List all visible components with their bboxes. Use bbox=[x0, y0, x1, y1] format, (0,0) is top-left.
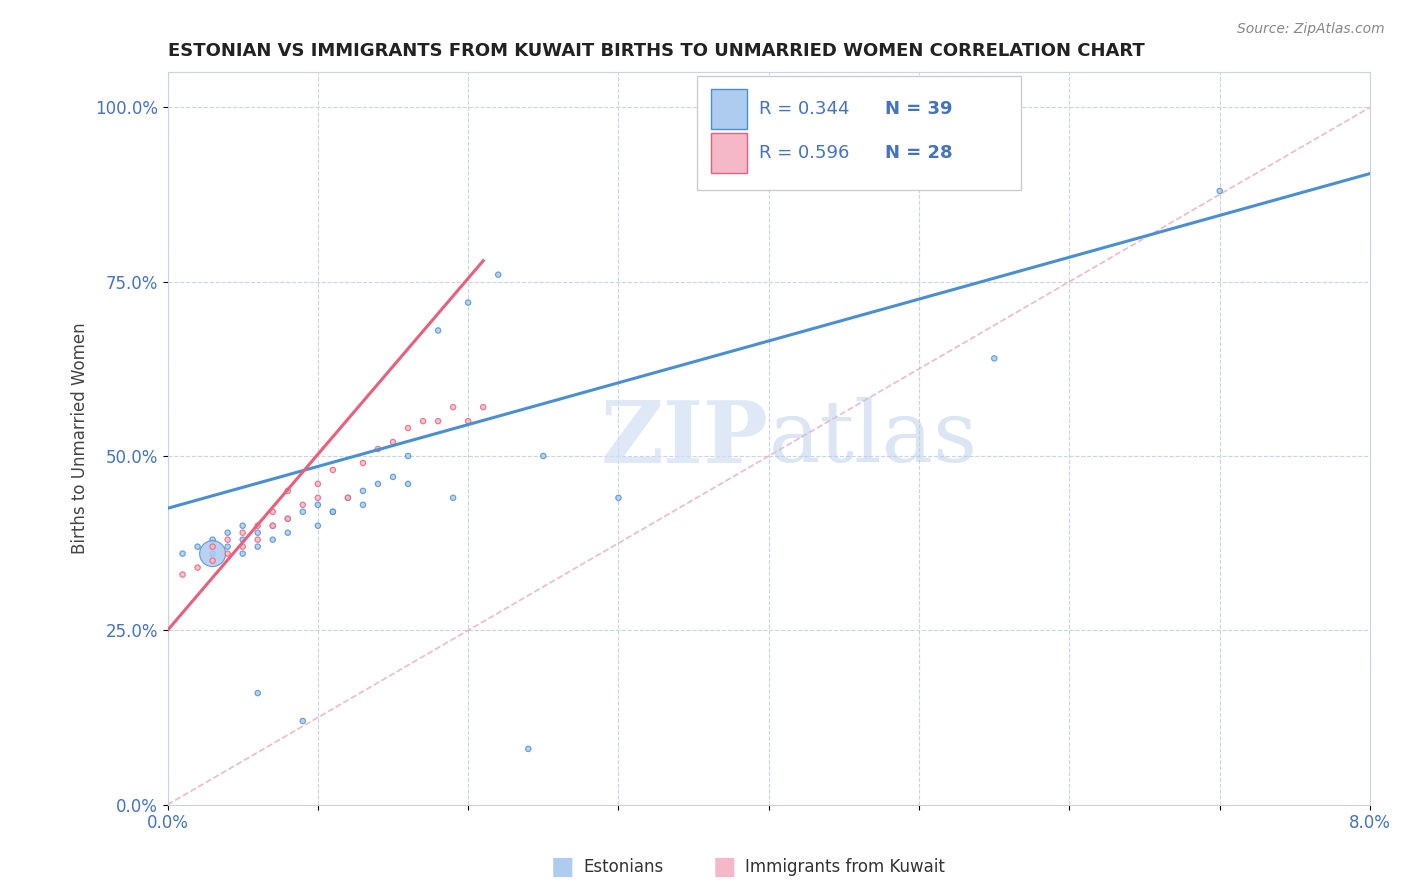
Text: N = 39: N = 39 bbox=[886, 100, 953, 118]
Point bbox=[262, 518, 284, 533]
Point bbox=[232, 518, 254, 533]
Point bbox=[187, 540, 209, 554]
Point bbox=[322, 505, 344, 519]
Point bbox=[232, 540, 254, 554]
Point bbox=[232, 533, 254, 547]
Point bbox=[291, 505, 314, 519]
Point bbox=[1209, 184, 1232, 198]
Point bbox=[322, 505, 344, 519]
Point bbox=[277, 525, 299, 540]
Point bbox=[201, 553, 224, 567]
Text: Source: ZipAtlas.com: Source: ZipAtlas.com bbox=[1237, 22, 1385, 37]
Point bbox=[427, 414, 450, 428]
Text: ZIP: ZIP bbox=[600, 397, 769, 481]
Point bbox=[246, 525, 269, 540]
Point bbox=[412, 414, 434, 428]
Point bbox=[382, 435, 405, 450]
Point bbox=[201, 533, 224, 547]
Point bbox=[396, 476, 419, 491]
Text: ESTONIAN VS IMMIGRANTS FROM KUWAIT BIRTHS TO UNMARRIED WOMEN CORRELATION CHART: ESTONIAN VS IMMIGRANTS FROM KUWAIT BIRTH… bbox=[167, 42, 1144, 60]
Point bbox=[217, 533, 239, 547]
Bar bbox=[711, 89, 747, 129]
Point bbox=[486, 268, 509, 282]
Point bbox=[457, 295, 479, 310]
Point bbox=[217, 547, 239, 561]
Point bbox=[262, 518, 284, 533]
Bar bbox=[696, 76, 1021, 190]
Point bbox=[291, 714, 314, 728]
Point bbox=[187, 560, 209, 574]
Point bbox=[352, 483, 374, 498]
Point bbox=[277, 512, 299, 526]
Point bbox=[262, 505, 284, 519]
Point bbox=[457, 414, 479, 428]
Point bbox=[396, 449, 419, 463]
Point bbox=[441, 400, 464, 414]
Point bbox=[352, 498, 374, 512]
Point bbox=[307, 518, 329, 533]
Point bbox=[607, 491, 630, 505]
Text: R = 0.344: R = 0.344 bbox=[759, 100, 849, 118]
Point bbox=[246, 686, 269, 700]
Point bbox=[336, 491, 359, 505]
Point bbox=[201, 540, 224, 554]
Point bbox=[246, 518, 269, 533]
Point bbox=[382, 470, 405, 484]
Point bbox=[172, 547, 194, 561]
Point bbox=[201, 547, 224, 561]
Point bbox=[427, 323, 450, 337]
Point bbox=[277, 512, 299, 526]
Point bbox=[172, 567, 194, 582]
Point bbox=[291, 498, 314, 512]
Point bbox=[472, 400, 495, 414]
Y-axis label: Births to Unmarried Women: Births to Unmarried Women bbox=[72, 323, 89, 554]
Point bbox=[262, 533, 284, 547]
Point bbox=[441, 491, 464, 505]
Point bbox=[307, 476, 329, 491]
Point bbox=[307, 498, 329, 512]
Point bbox=[983, 351, 1005, 366]
Point bbox=[246, 540, 269, 554]
Point bbox=[336, 491, 359, 505]
Text: N = 28: N = 28 bbox=[886, 144, 953, 162]
Bar bbox=[711, 133, 747, 173]
Point bbox=[246, 533, 269, 547]
Point bbox=[217, 540, 239, 554]
Text: ■: ■ bbox=[551, 855, 574, 879]
Text: Immigrants from Kuwait: Immigrants from Kuwait bbox=[745, 858, 945, 876]
Point bbox=[307, 491, 329, 505]
Point bbox=[531, 449, 554, 463]
Point bbox=[367, 476, 389, 491]
Point bbox=[517, 742, 540, 756]
Text: Estonians: Estonians bbox=[583, 858, 664, 876]
Point bbox=[201, 547, 224, 561]
Point bbox=[322, 463, 344, 477]
Point bbox=[232, 525, 254, 540]
Text: ■: ■ bbox=[713, 855, 735, 879]
Text: R = 0.596: R = 0.596 bbox=[759, 144, 849, 162]
Point bbox=[217, 525, 239, 540]
Point bbox=[232, 547, 254, 561]
Point bbox=[277, 483, 299, 498]
Point bbox=[396, 421, 419, 435]
Text: atlas: atlas bbox=[769, 397, 979, 480]
Point bbox=[367, 442, 389, 456]
Point bbox=[352, 456, 374, 470]
